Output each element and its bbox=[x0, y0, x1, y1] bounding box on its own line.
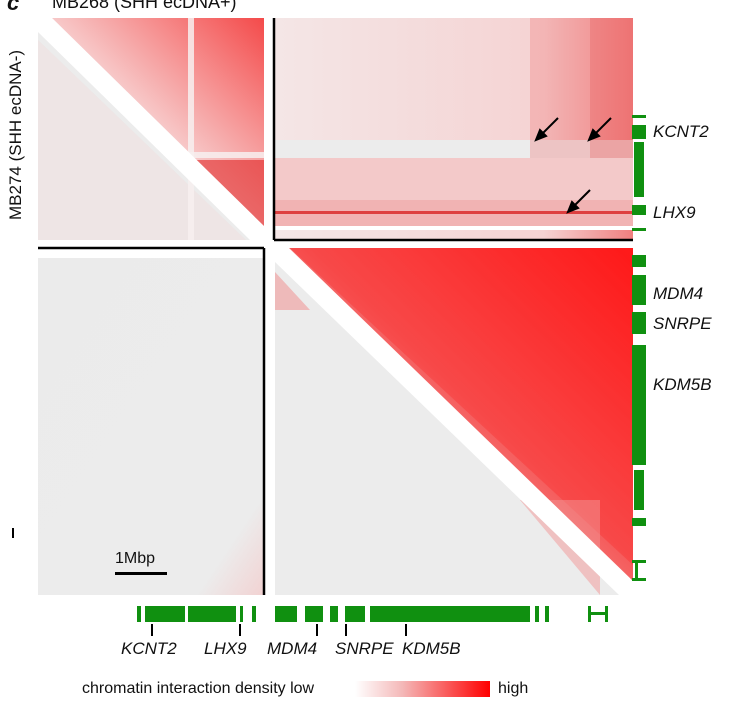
quadrant-bottom-left bbox=[38, 258, 264, 595]
arrow-icons bbox=[534, 117, 612, 214]
scale-bar-label: 1Mbp bbox=[115, 550, 156, 567]
quadrant-dividers bbox=[38, 18, 633, 595]
scale-bar bbox=[115, 572, 167, 575]
bottom-gene-track bbox=[137, 606, 608, 622]
quadrant-top-left bbox=[38, 18, 264, 240]
gene-label-kdm5b-bottom: KDM5B bbox=[402, 639, 461, 658]
legend-color-bar bbox=[355, 681, 490, 697]
gene-label-snrpe-right: SNRPE bbox=[653, 314, 712, 333]
edge-tick bbox=[12, 528, 14, 538]
top-sample-title: MB268 (SHH ecDNA+) bbox=[52, 0, 237, 12]
gene-label-kcnt2-bottom: KCNT2 bbox=[121, 639, 177, 658]
quadrant-bottom-right bbox=[275, 248, 633, 595]
legend-high-label: high bbox=[498, 680, 529, 697]
panel-label: c bbox=[7, 0, 20, 15]
gene-label-kcnt2-right: KCNT2 bbox=[653, 122, 709, 141]
gene-label-lhx9-right: LHX9 bbox=[653, 203, 696, 222]
gene-label-snrpe-bottom: SNRPE bbox=[335, 639, 394, 658]
gene-label-mdm4-bottom: MDM4 bbox=[267, 639, 318, 658]
legend-label: chromatin interaction density low bbox=[82, 680, 315, 697]
gene-label-lhx9-bottom: LHX9 bbox=[204, 639, 247, 658]
gene-label-mdm4-right: MDM4 bbox=[653, 284, 704, 303]
quadrant-top-right bbox=[275, 18, 633, 240]
bottom-gene-ticks bbox=[151, 624, 407, 636]
right-gene-track bbox=[632, 115, 646, 581]
gene-label-kdm5b-right: KDM5B bbox=[653, 375, 712, 394]
